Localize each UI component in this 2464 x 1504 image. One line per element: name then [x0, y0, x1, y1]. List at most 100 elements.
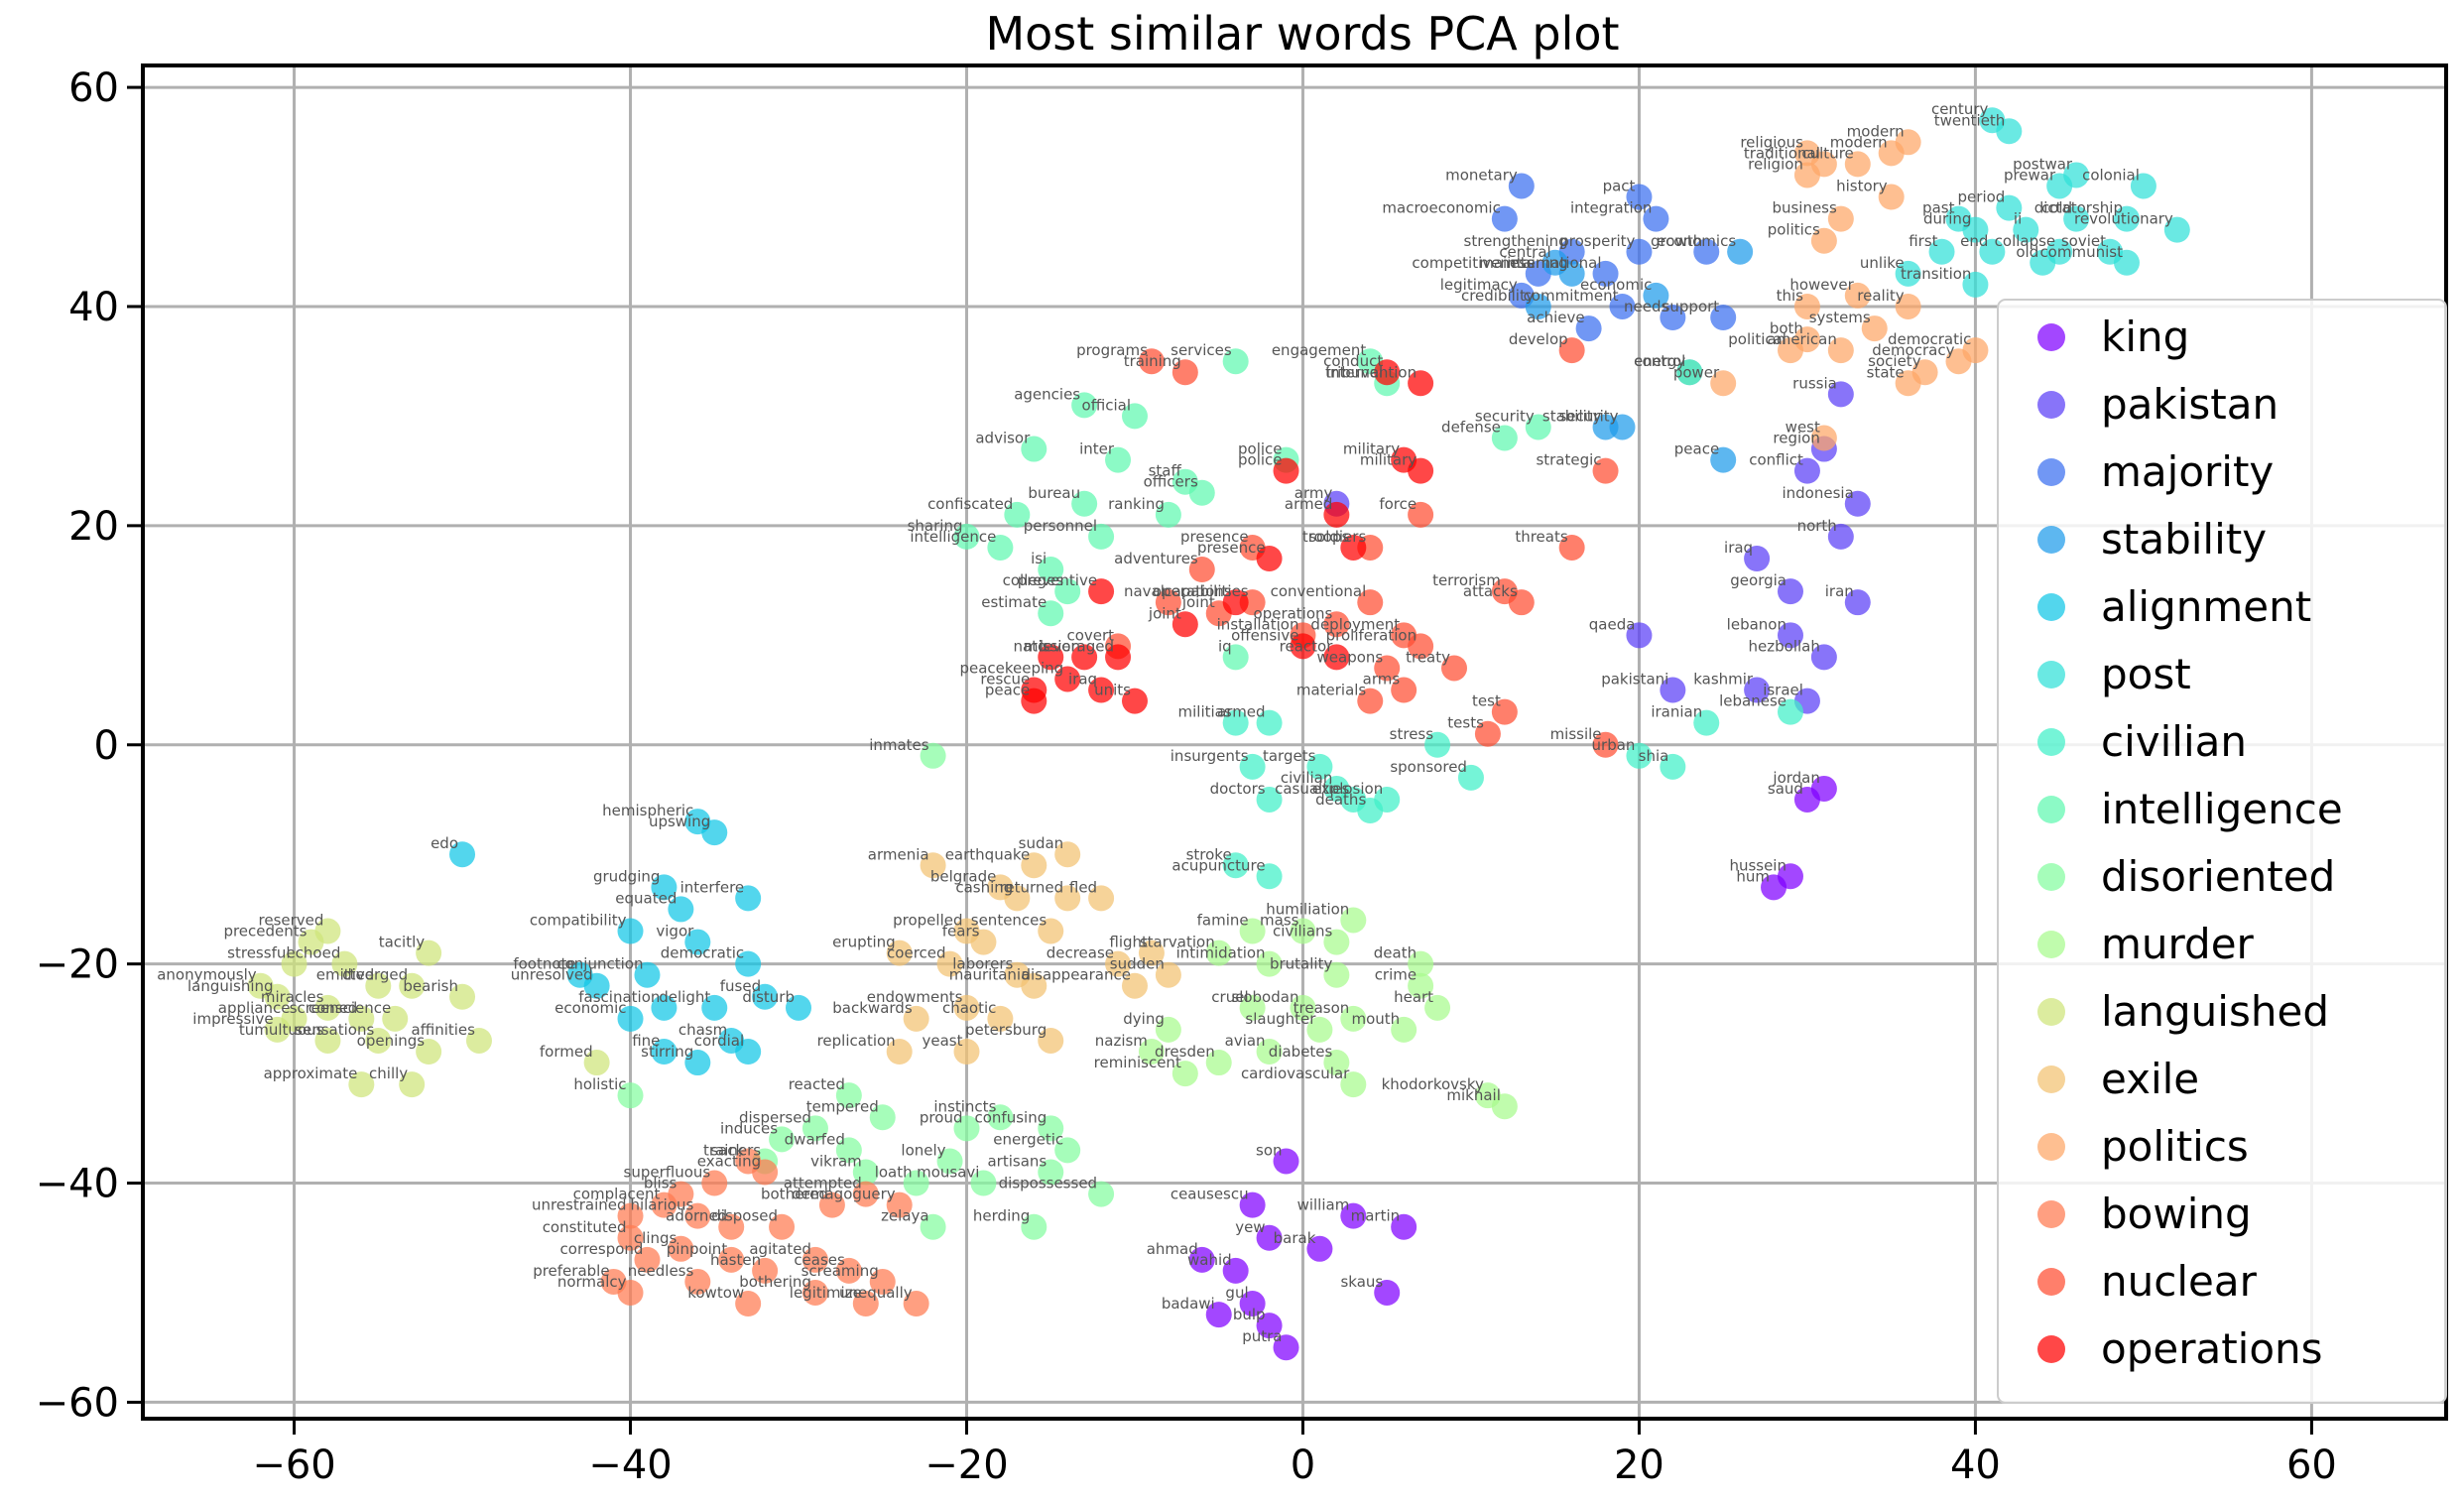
word-label: pakistani [1601, 671, 1668, 689]
data-point-nuclear [1357, 688, 1384, 714]
data-point-king [1374, 1279, 1401, 1306]
word-label: precedents [223, 923, 307, 940]
data-point-bowing [651, 1191, 678, 1218]
word-label: century [1931, 100, 1989, 118]
data-point-pakistan [1844, 490, 1871, 517]
data-point-operations [1408, 370, 1434, 397]
word-label: replication [817, 1032, 896, 1050]
data-point-bowing [718, 1246, 745, 1273]
axis-ticks: −60 −40 −20 0 20 40 60 −60 −40 −20 0 20 40 60 [36, 65, 2337, 1488]
data-point-languished [583, 1050, 610, 1076]
word-label: humiliation [1266, 900, 1349, 918]
word-label: test [1472, 692, 1501, 710]
word-label: crime [1375, 966, 1417, 984]
data-point-politics [1793, 293, 1820, 319]
data-point-king [1239, 1291, 1266, 1317]
data-point-bowing [634, 1246, 661, 1273]
word-label: endowments [867, 988, 963, 1006]
word-label: indonesia [1782, 484, 1853, 502]
word-label: kowtow [687, 1284, 744, 1302]
data-point-disoriented [920, 1213, 946, 1240]
data-point-operations [1323, 501, 1350, 528]
data-point-nuclear [1441, 655, 1468, 682]
word-label: democracy [1872, 341, 1954, 359]
data-point-intelligence [1021, 436, 1047, 462]
data-point-languished [348, 1005, 375, 1032]
word-label: arms [1363, 671, 1401, 689]
data-point-exile [903, 1005, 929, 1032]
data-point-operations [1256, 546, 1283, 572]
word-label: edo [431, 834, 458, 852]
word-label: backwards [832, 999, 913, 1017]
word-label: programs [1076, 341, 1148, 359]
word-label: sensations [295, 1021, 374, 1039]
word-label: old [2016, 243, 2038, 261]
y-tick-label: 60 [68, 65, 119, 111]
word-label: commitment [1524, 287, 1619, 305]
data-point-exile [886, 940, 913, 966]
data-point-politics [1777, 337, 1803, 364]
word-label: lebanon [1727, 615, 1786, 633]
word-label: business [1772, 199, 1837, 217]
word-label: religious [1740, 133, 1803, 151]
data-point-intelligence [1121, 403, 1148, 430]
legend-label-disoriented: disoriented [2101, 852, 2335, 901]
data-point-languished [399, 972, 426, 999]
word-label: armed [1285, 495, 1332, 513]
word-label: demagoguery [792, 1186, 896, 1203]
word-label: jordan [1772, 769, 1819, 787]
data-point-king [1188, 1246, 1215, 1273]
word-label: leveraged [1040, 637, 1114, 655]
word-label: growth [1651, 232, 1702, 250]
data-point-intelligence [1222, 348, 1249, 375]
word-label: religion [1748, 155, 1803, 173]
data-point-majority [1575, 315, 1602, 342]
word-label: lebanese [1719, 692, 1786, 710]
legend-label-intelligence: intelligence [2101, 785, 2343, 833]
word-label: monetary [1445, 166, 1518, 184]
word-label: hezbollah [1749, 637, 1820, 655]
data-point-alignment [668, 896, 694, 923]
word-label: decrease [1047, 944, 1114, 962]
word-label: deaths [1315, 791, 1366, 809]
data-point-disoriented [869, 1104, 896, 1131]
data-point-stability [1727, 238, 1754, 265]
data-point-disoriented [835, 1137, 862, 1164]
data-point-intelligence [1004, 501, 1031, 528]
data-point-murder [1323, 1050, 1350, 1076]
word-label: preferable [533, 1262, 609, 1280]
data-point-operations [1021, 688, 1047, 714]
data-point-civilian [1374, 786, 1401, 813]
word-label: son [1256, 1141, 1283, 1159]
word-label: slaughter [1245, 1010, 1316, 1028]
data-point-operations [1105, 644, 1132, 671]
word-label: erupting [832, 934, 896, 951]
data-point-nuclear [1508, 589, 1535, 616]
word-label: police [1238, 440, 1283, 458]
word-label: energy [1634, 352, 1685, 370]
word-label: army [1294, 484, 1333, 502]
data-point-operations [1038, 644, 1064, 671]
data-point-alignment [449, 841, 476, 868]
word-label: capabilities [1164, 582, 1248, 600]
data-point-bowing [903, 1291, 929, 1317]
word-label: superfluous [624, 1164, 711, 1182]
word-label: culture [1801, 144, 1853, 162]
data-point-politics [1810, 425, 1837, 451]
legend-marker-king [2037, 323, 2065, 351]
word-label: compatibility [530, 912, 627, 930]
word-label: sudden [1110, 955, 1165, 973]
word-label: shia [1639, 747, 1669, 765]
data-point-intelligence [1071, 490, 1098, 517]
data-point-king [1222, 1257, 1249, 1284]
word-label: loath [875, 1164, 913, 1182]
word-label: conjunction [556, 955, 643, 973]
data-point-nuclear [1374, 655, 1401, 682]
word-label: interfere [680, 878, 745, 896]
word-label: peace [985, 682, 1030, 699]
data-point-exile [1054, 885, 1081, 912]
data-point-exile [1054, 841, 1081, 868]
data-point-king [1256, 1313, 1283, 1339]
data-point-post [1962, 216, 1989, 243]
data-point-nuclear [1491, 698, 1518, 725]
